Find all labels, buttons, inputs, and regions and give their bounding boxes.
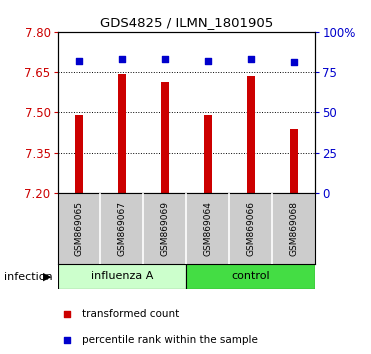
Point (205, 58, 211, 64)
Point (64, 337, 70, 343)
Text: transformed count: transformed count (82, 309, 180, 320)
Point (162, 56, 168, 62)
Bar (161, 81, 169, 193)
Bar (75, 115, 83, 193)
Point (119, 56, 125, 62)
Text: influenza A: influenza A (91, 271, 153, 281)
Bar (118, 74, 126, 193)
Text: GSM869064: GSM869064 (203, 201, 213, 256)
Text: infection: infection (4, 272, 52, 282)
Bar (290, 129, 298, 193)
Point (64, 312, 70, 317)
Text: ▶: ▶ (43, 272, 52, 282)
Point (76, 58, 82, 64)
Text: GSM869066: GSM869066 (246, 201, 255, 256)
Title: GDS4825 / ILMN_1801905: GDS4825 / ILMN_1801905 (100, 16, 273, 29)
Point (291, 59, 297, 65)
Bar (187, 264, 315, 289)
Bar (204, 115, 212, 193)
Text: GSM869069: GSM869069 (160, 201, 170, 256)
Bar (247, 76, 255, 193)
Text: GSM869068: GSM869068 (289, 201, 298, 256)
Text: percentile rank within the sample: percentile rank within the sample (82, 335, 258, 345)
Text: GSM869065: GSM869065 (75, 201, 83, 256)
Bar (58, 264, 187, 289)
Text: GSM869067: GSM869067 (118, 201, 127, 256)
Text: control: control (232, 271, 270, 281)
Point (248, 56, 254, 62)
